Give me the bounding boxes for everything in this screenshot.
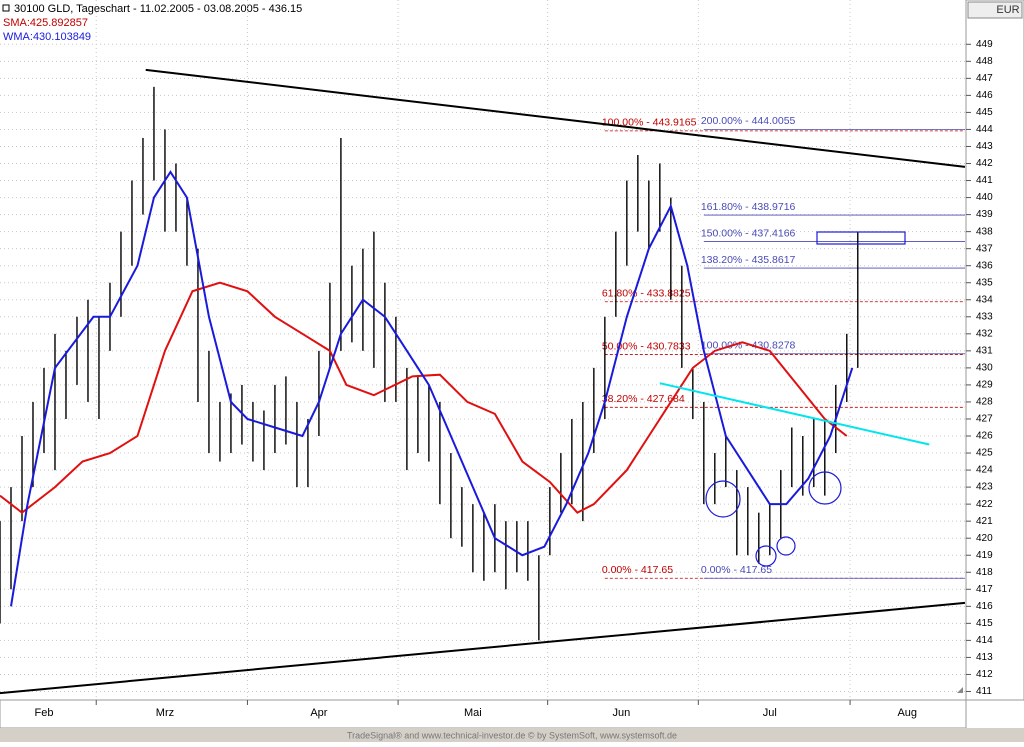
x-tick-label: Mai [464,707,482,719]
y-tick-label: 444 [976,124,993,135]
y-tick-label: 437 [976,243,993,254]
fib-label: 100.00% - 443.9165 [602,117,697,129]
fib-label: 200.00% - 444.0055 [701,115,796,127]
y-tick-label: 448 [976,56,993,67]
indicator-line [0,281,848,514]
currency-box [967,1,1023,19]
y-tick-label: 434 [976,294,993,305]
y-tick-label: 433 [976,311,993,322]
x-tick-label: Mrz [156,707,174,719]
x-tick-label: Jun [612,707,630,719]
y-tick-label: 427 [976,414,993,425]
footer-bar [0,728,1024,742]
trend-line [659,382,930,446]
y-tick-label: 449 [976,39,993,50]
y-tick-label: 431 [976,345,993,356]
y-tick-label: 425 [976,448,993,459]
y-tick-label: 423 [976,482,993,493]
fib-label: 0.00% - 417.65 [602,564,673,576]
y-tick-label: 419 [976,550,993,561]
chart-title: 30100 GLD, Tageschart - 11.02.2005 - 03.… [14,3,302,15]
footer: TradeSignal® and www.technical-investor.… [347,730,677,740]
fib-label: 50.00% - 430.7833 [602,340,691,352]
y-tick-label: 440 [976,192,993,203]
x-tick-label: Feb [35,707,54,719]
fib-label: 138.20% - 435.8617 [701,254,796,266]
x-tick-label: Jul [763,707,777,719]
currency: EUR [996,4,1019,16]
y-tick-label: 417 [976,584,993,595]
x-tick-label: Apr [310,707,327,719]
y-tick-label: 413 [976,652,993,663]
y-tick-label: 447 [976,73,993,84]
y-tick-label: 424 [976,465,993,476]
circle-annotation [776,536,796,556]
y-tick-label: 432 [976,328,993,339]
fib-label: 0.00% - 417.65 [701,564,772,576]
y-tick-label: 421 [976,516,993,527]
y-tick-label: 445 [976,107,993,118]
y-tick-label: 441 [976,175,993,186]
y-tick-label: 442 [976,158,993,169]
y-tick-label: 418 [976,567,993,578]
sma-label: SMA:425.892857 [3,17,88,29]
y-tick-label: 411 [976,686,992,697]
circle-annotation [808,471,842,505]
wma-label: WMA:430.103849 [3,31,91,43]
trend-line [145,68,966,168]
trend-line [0,601,966,695]
y-tick-label: 414 [976,635,993,646]
fib-label: 161.80% - 438.9716 [701,201,796,213]
y-tick-label: 446 [976,90,993,101]
y-tick-label: 443 [976,141,993,152]
annotations [705,231,906,567]
y-tick-label: 430 [976,363,993,374]
y-tick-label: 435 [976,277,993,288]
fib-label: 61.80% - 433.8825 [602,288,691,300]
y-tick-label: 416 [976,601,993,612]
y-tick-label: 438 [976,226,993,237]
y-tick-label: 426 [976,431,993,442]
plot-area: 100.00% - 443.9165 61.80% - 433.8825 50.00… [0,0,966,700]
title-icon [2,4,10,12]
y-tick-label: 439 [976,209,993,220]
x-tick-label: Aug [897,707,917,719]
circle-annotation [705,480,741,518]
y-tick-label: 415 [976,618,993,629]
fib-label: 38.20% - 427.684 [602,393,685,405]
circle-annotation [755,545,777,567]
indicator-line [10,170,854,607]
y-tick-label: 429 [976,380,993,391]
y-tick-label: 436 [976,260,993,271]
y-tick-label: 422 [976,499,993,510]
y-tick-label: 412 [976,669,993,680]
price-axis-panel [965,0,1024,701]
resize-grip [957,687,963,693]
box-annotation [816,231,906,245]
y-tick-label: 420 [976,533,993,544]
y-tick-label: 428 [976,397,993,408]
time-axis-panel [0,699,967,729]
fib-label: 150.00% - 437.4166 [701,227,796,239]
